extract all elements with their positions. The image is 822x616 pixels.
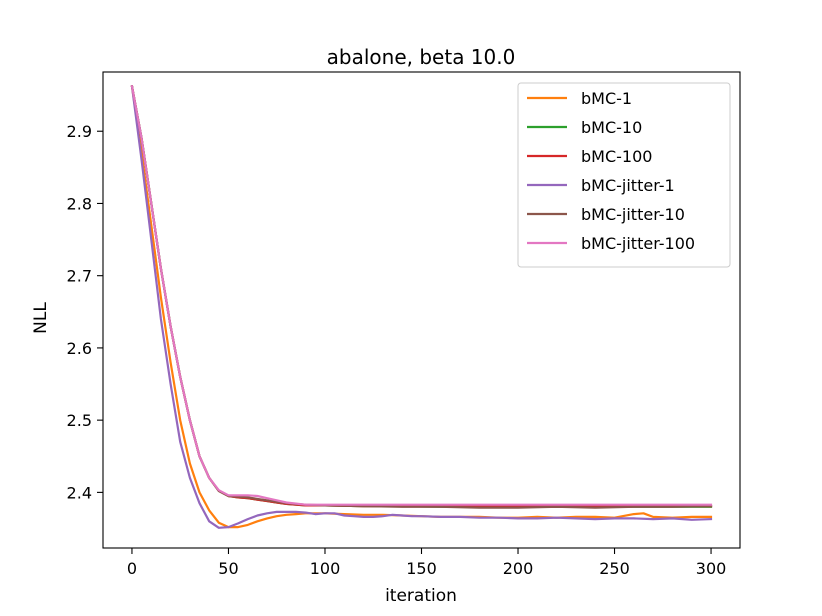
x-tick-label: 50 <box>218 559 238 578</box>
x-tick-label: 100 <box>310 559 341 578</box>
series-line-4 <box>130 85 713 529</box>
y-tick-label: 2.5 <box>67 411 92 430</box>
y-tick-label: 2.7 <box>67 267 92 286</box>
series-line-6 <box>130 85 713 506</box>
x-tick-label: 200 <box>503 559 534 578</box>
legend-label: bMC-1 <box>581 89 632 108</box>
x-tick-label: 300 <box>696 559 727 578</box>
legend: bMC-1 bMC-10 bMC-100 bMC-jitter-1 bMC-jitter… <box>517 82 731 268</box>
y-tick-label: 2.6 <box>67 339 92 358</box>
y-tick-label: 2.8 <box>67 194 92 213</box>
x-tick-label: 250 <box>599 559 630 578</box>
y-tick-label: 2.4 <box>67 483 92 502</box>
legend-label: bMC-10 <box>581 118 642 137</box>
y-tick-label: 2.9 <box>67 122 92 141</box>
axes-layer: 0 50 100 150 200 250 300 2.4 2.5 2.6 2.7 2.8 2.9 <box>67 71 741 578</box>
x-tick-label: 0 <box>127 559 137 578</box>
series-layer <box>130 85 713 529</box>
x-axis-label: iteration <box>385 586 457 606</box>
legend-label: bMC-jitter-10 <box>581 205 685 224</box>
legend-label: bMC-jitter-1 <box>581 176 675 195</box>
chart-title: abalone, beta 10.0 <box>327 45 516 69</box>
x-tick-label: 150 <box>406 559 437 578</box>
legend-label: bMC-jitter-100 <box>581 234 695 253</box>
y-axis-label: NLL <box>31 302 51 334</box>
legend-box <box>517 82 731 268</box>
series-line-1 <box>130 85 713 529</box>
legend-label: bMC-100 <box>581 147 652 166</box>
